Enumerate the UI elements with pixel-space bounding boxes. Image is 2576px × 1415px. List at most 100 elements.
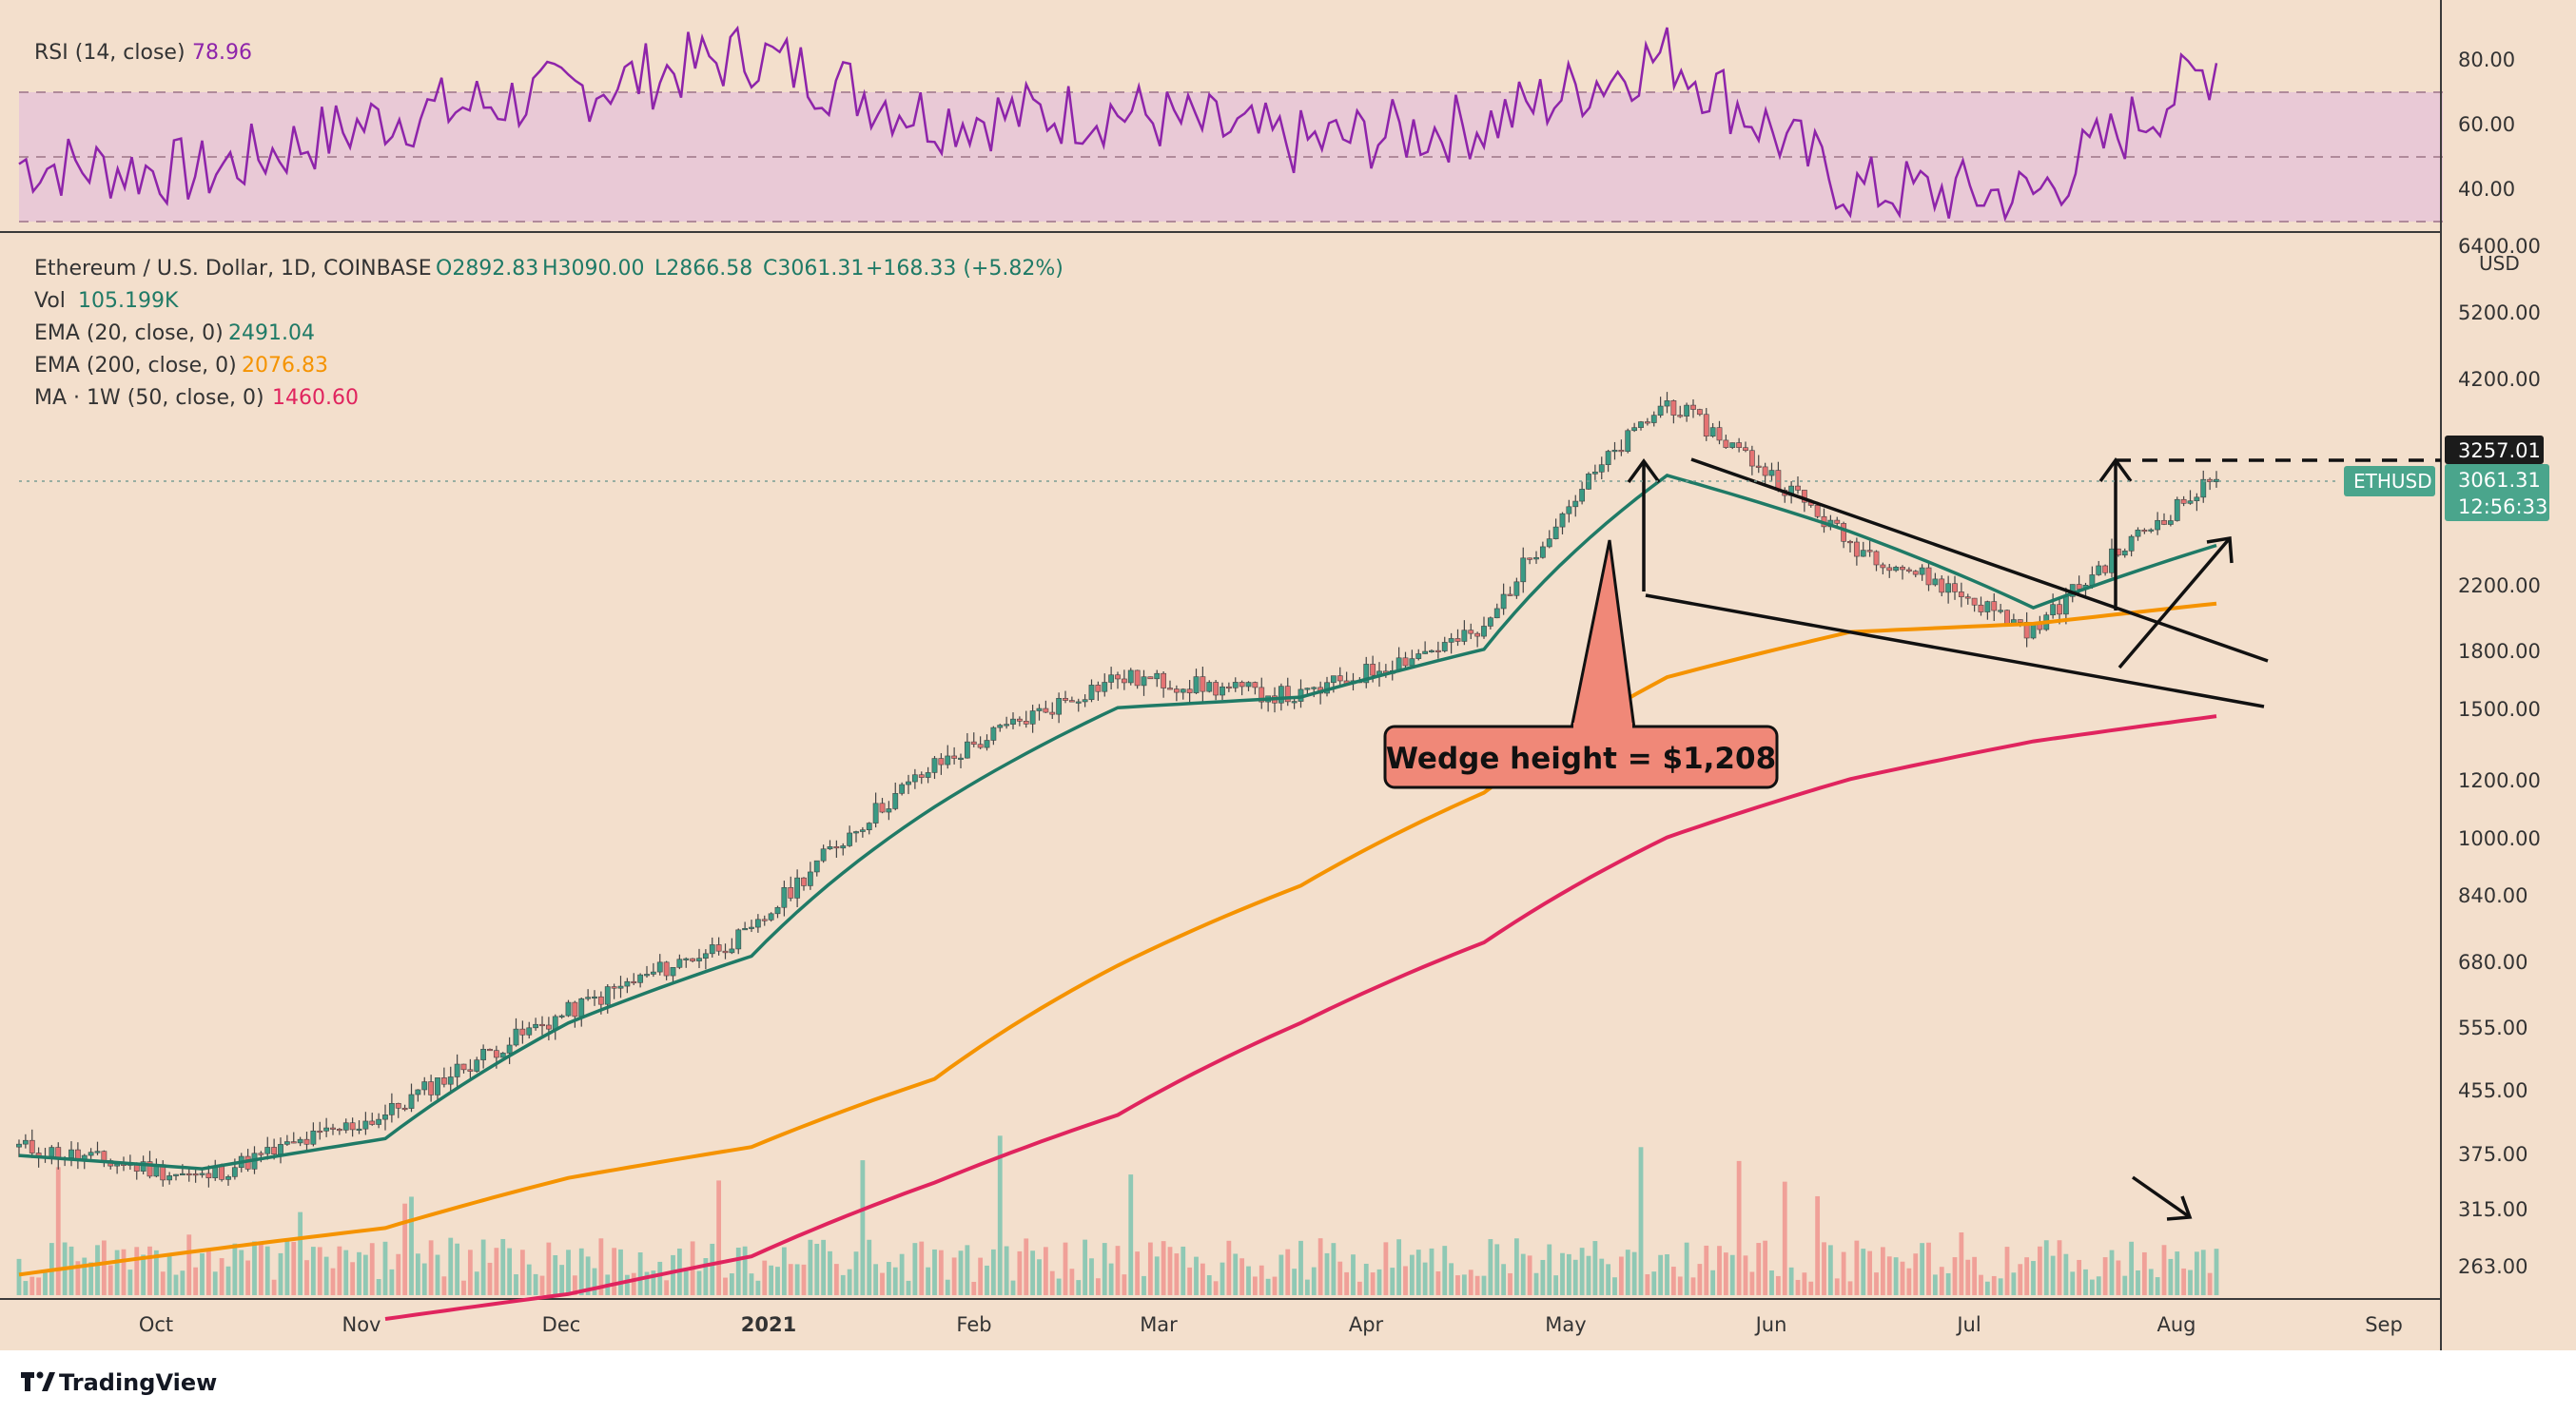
candle-body <box>428 1081 435 1095</box>
volume-bar <box>710 1243 715 1295</box>
candle-body <box>1161 672 1167 688</box>
candle-body <box>467 1069 474 1072</box>
volume-bar <box>1533 1272 1539 1295</box>
rsi-tick-40: 40.00 <box>2458 178 2515 201</box>
candle-body <box>290 1141 297 1144</box>
volume-bar <box>821 1239 827 1295</box>
volume-bar <box>651 1270 656 1295</box>
volume-bar <box>507 1248 513 1295</box>
volume-bar <box>2136 1270 2140 1295</box>
candle-body <box>2128 535 2135 552</box>
candle-body <box>650 971 656 975</box>
volume-bar <box>1409 1254 1415 1295</box>
volume-bar <box>291 1241 297 1295</box>
legend-close: C3061.31 <box>763 257 864 281</box>
candle-body <box>578 998 585 1018</box>
candle-body <box>68 1149 74 1158</box>
candle-body <box>1834 519 1841 524</box>
x-label-feb: Feb <box>956 1313 991 1336</box>
volume-bar <box>2194 1251 2199 1295</box>
ma50w-line <box>384 714 2217 1321</box>
candle-body <box>833 846 840 849</box>
wedge-height-arrowhead <box>1627 458 1661 484</box>
volume-bar <box>860 1160 866 1295</box>
candle-body <box>2050 604 2057 615</box>
volume-bar <box>1710 1270 1716 1295</box>
volume-bar <box>252 1241 257 1295</box>
volume-bar <box>127 1270 133 1295</box>
volume-bar <box>205 1250 211 1295</box>
volume-bar <box>68 1246 74 1295</box>
x-label-mar: Mar <box>1140 1313 1178 1336</box>
symbol-tag-text: ETHUSD <box>2353 470 2432 493</box>
footer-background <box>0 1350 2576 1415</box>
volume-bar <box>526 1264 532 1295</box>
candle-body <box>1650 415 1657 423</box>
legend-symbol: Ethereum / U.S. Dollar, 1D, COINBASE <box>34 257 432 281</box>
volume-bar <box>1513 1238 1519 1295</box>
volume-bar <box>1527 1255 1532 1295</box>
candle-body <box>624 980 631 987</box>
legend-change: +168.33 (+5.82%) <box>866 257 1064 281</box>
candle-body <box>1611 450 1618 453</box>
footer-brand[interactable]: TradingView <box>21 1369 217 1396</box>
volume-bar <box>1083 1239 1088 1295</box>
volume-bar <box>847 1269 852 1295</box>
volume-bar <box>343 1250 349 1295</box>
candle-body <box>258 1153 264 1155</box>
x-label-jun: Jun <box>1754 1313 1787 1336</box>
volume-bar <box>2122 1275 2128 1295</box>
volume-bar <box>1278 1254 1284 1295</box>
y-tick-1000: 1000.00 <box>2458 827 2541 850</box>
candle-body <box>460 1063 467 1071</box>
candle-body <box>820 848 827 862</box>
volume-bar <box>2070 1271 2076 1295</box>
volume-bar <box>1135 1251 1141 1295</box>
candle-body <box>1023 721 1029 725</box>
candle-body <box>2076 584 2082 590</box>
candle-body <box>362 1120 369 1130</box>
volume-bar <box>801 1264 807 1295</box>
volume-bar <box>1501 1264 1507 1295</box>
volume-bar <box>55 1167 61 1295</box>
candle-body <box>166 1175 173 1181</box>
volume-bar <box>480 1239 486 1295</box>
y-tick-1200: 1200.00 <box>2458 769 2541 792</box>
candle-body <box>1330 675 1337 684</box>
candle-body <box>1127 669 1134 684</box>
candle-body <box>317 1130 323 1134</box>
volume-bar <box>624 1274 630 1295</box>
candle-body <box>1049 711 1056 715</box>
volume-bar <box>1599 1258 1605 1295</box>
volume-bar <box>396 1253 401 1295</box>
candle-body <box>1677 415 1684 417</box>
volume-bar <box>1606 1264 1611 1295</box>
candle-body <box>1775 470 1782 491</box>
candle-body <box>2109 548 2115 573</box>
candle-body <box>1748 450 1755 467</box>
candle-body <box>663 961 670 977</box>
candle-body <box>1304 688 1311 690</box>
candle-body <box>1206 682 1213 692</box>
volume-bar <box>212 1271 218 1295</box>
candle-body <box>1709 427 1716 437</box>
candle-body <box>1043 708 1049 713</box>
candle-body <box>1291 701 1298 704</box>
volume-bar <box>637 1251 643 1295</box>
candle-body <box>1716 427 1723 441</box>
candle-body <box>1801 490 1807 503</box>
volume-bar <box>1547 1244 1552 1295</box>
volume-bar <box>1782 1181 1787 1295</box>
y-tick-6400: 6400.00 <box>2458 235 2541 258</box>
callout-text: Wedge height = $1,208 <box>1386 742 1776 776</box>
candle-body <box>670 967 676 977</box>
candle-body <box>604 986 611 1005</box>
candle-body <box>480 1048 487 1060</box>
volume-bar <box>1586 1255 1591 1295</box>
candle-body <box>1598 464 1605 473</box>
volume-bar <box>1259 1265 1264 1295</box>
volume-bar <box>1285 1249 1291 1295</box>
volume-bar <box>533 1273 538 1295</box>
y-tick-1500: 1500.00 <box>2458 698 2541 721</box>
